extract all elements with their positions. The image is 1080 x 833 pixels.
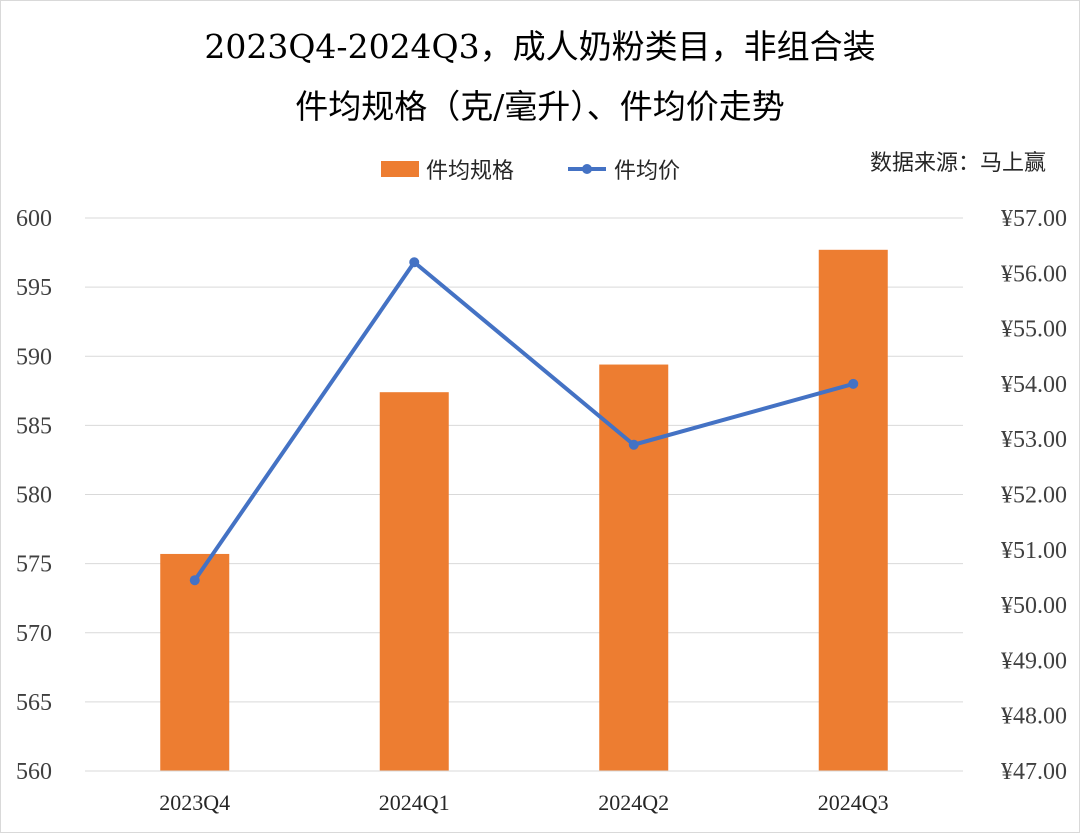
right-axis-ticks: ¥47.00 ¥48.00 ¥49.00 ¥50.00 ¥51.00 ¥52.00 ¥53.… [1001,206,1067,785]
chart-subtitle: 件均规格（克/毫升）、件均价走势 [295,87,785,126]
left-tick-label: 600 [16,206,52,232]
left-tick-label: 595 [16,275,52,301]
price-point-2023Q4 [189,575,200,586]
legend-swatch-marker [582,164,592,174]
x-tick-label: 2024Q2 [598,790,669,815]
legend: 件均规格 件均价 [381,159,680,184]
right-tick-label: ¥55.00 [1001,317,1067,343]
left-tick-label: 570 [16,621,52,647]
right-tick-label: ¥50.00 [1001,593,1067,619]
x-tick-label: 2024Q1 [379,790,450,815]
price-point-2024Q3 [848,378,859,389]
right-tick-label: ¥47.00 [1001,759,1067,785]
right-tick-label: ¥54.00 [1001,372,1067,398]
bar-2024Q2 [599,364,669,771]
left-tick-label: 560 [16,759,52,785]
left-tick-label: 575 [16,552,52,578]
right-tick-label: ¥49.00 [1001,648,1067,674]
x-tick-label: 2024Q3 [818,790,889,815]
left-tick-label: 580 [16,483,52,509]
left-tick-label: 565 [16,690,52,716]
left-tick-label: 590 [16,344,52,370]
right-tick-label: ¥53.00 [1001,427,1067,453]
legend-label-bar: 件均规格 [426,159,514,184]
left-tick-label: 585 [16,413,52,439]
bar-series [160,249,888,772]
x-tick-label: 2023Q4 [159,790,230,815]
bar-2023Q4 [160,553,230,771]
gridlines [85,217,963,703]
source-note: 数据来源：马上赢 [870,151,1046,176]
legend-label-line: 件均价 [614,159,680,184]
price-point-2024Q1 [409,257,420,268]
price-point-2024Q2 [628,439,639,450]
chart-title: 2023Q4-2024Q3，成人奶粉类目，非组合装 [204,27,875,66]
right-tick-label: ¥57.00 [1001,206,1067,232]
right-tick-label: ¥51.00 [1001,538,1067,564]
price-line [193,260,854,582]
line-series [189,257,859,586]
bar-2024Q1 [379,392,449,771]
left-axis-ticks: 560 565 570 575 580 585 590 595 600 [16,206,52,785]
right-tick-label: ¥52.00 [1001,483,1067,509]
right-tick-label: ¥48.00 [1001,704,1067,730]
legend-swatch-bar [381,161,419,177]
x-axis-ticks: 2023Q4 2024Q1 2024Q2 2024Q3 [159,790,888,815]
right-tick-label: ¥56.00 [1001,261,1067,287]
bar-2024Q3 [818,249,888,772]
